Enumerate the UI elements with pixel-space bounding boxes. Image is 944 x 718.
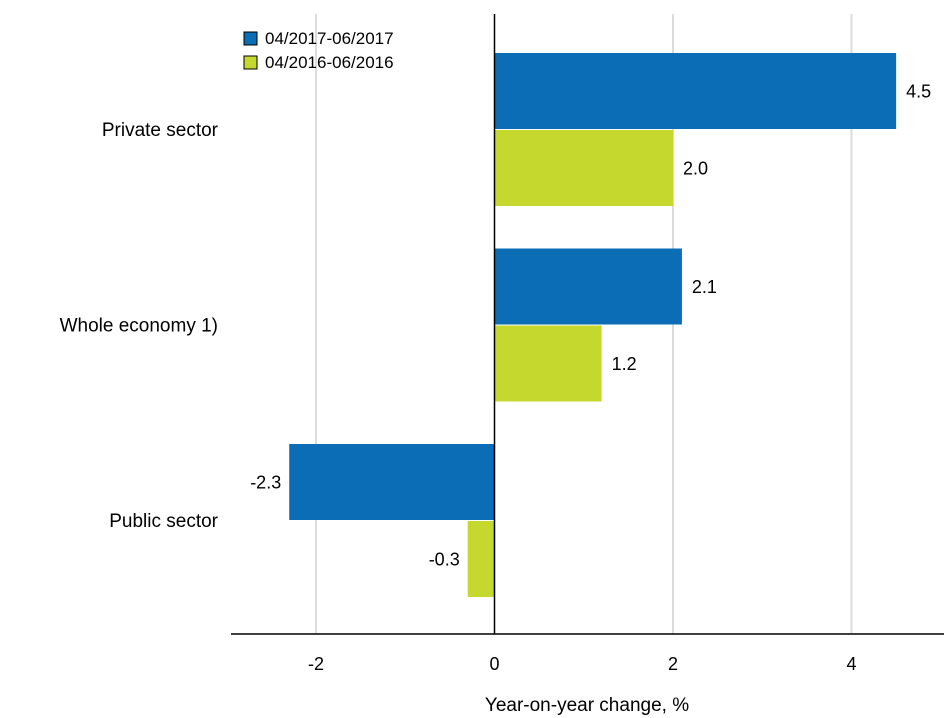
legend-label: 04/2017-06/2017: [265, 29, 394, 48]
bar: [494, 325, 602, 402]
x-axis-title: Year-on-year change, %: [485, 695, 689, 716]
legend-swatch: [243, 55, 258, 70]
category-label: Private sector: [102, 120, 219, 141]
x-tick-label: 4: [846, 654, 856, 674]
data-label: -2.3: [250, 473, 281, 493]
data-label: 2.1: [692, 277, 717, 297]
bars: [289, 53, 897, 597]
legend-label: 04/2016-06/2016: [265, 53, 394, 72]
bar: [289, 444, 495, 520]
data-label: 1.2: [612, 354, 637, 374]
category-label: Whole economy 1): [60, 316, 218, 337]
category-label: Public sector: [109, 511, 218, 532]
x-tick-label: 2: [668, 654, 678, 674]
labels: 4.5 2.0 Private sector 2.1 1.2 Whole economy …: [60, 82, 932, 570]
axes: -2 0 2 4: [231, 14, 944, 674]
data-label: -0.3: [429, 550, 460, 570]
bar: [467, 521, 495, 597]
bar: [494, 130, 673, 206]
x-tick-label: -2: [308, 654, 324, 674]
bar: [494, 53, 897, 129]
data-label: 4.5: [906, 82, 931, 102]
bar: [494, 248, 682, 325]
legend: 04/2017-06/2017 04/2016-06/2016: [243, 29, 394, 72]
x-tick-label: 0: [489, 654, 499, 674]
legend-swatch: [243, 31, 258, 46]
data-label: 2.0: [683, 159, 708, 179]
